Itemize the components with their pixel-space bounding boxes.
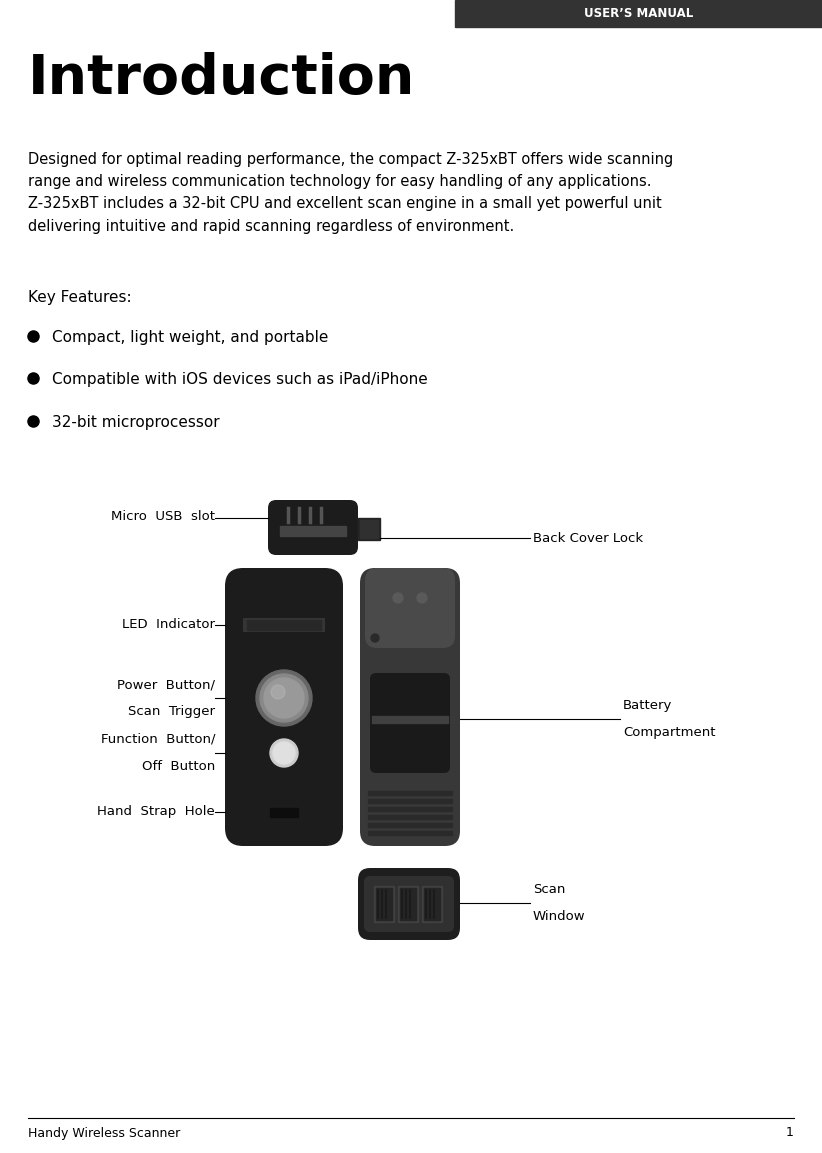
Bar <box>372 716 448 723</box>
Text: Scan: Scan <box>533 883 566 896</box>
Text: Scan  Trigger: Scan Trigger <box>128 704 215 718</box>
Text: Designed for optimal reading performance, the compact Z-325xBT offers wide scann: Designed for optimal reading performance… <box>28 152 673 234</box>
Bar <box>368 799 452 802</box>
Bar <box>368 831 452 835</box>
Circle shape <box>256 670 312 726</box>
Circle shape <box>270 739 298 767</box>
FancyBboxPatch shape <box>370 673 450 773</box>
Circle shape <box>417 593 427 603</box>
Text: Introduction: Introduction <box>28 52 415 106</box>
Text: Function  Button/: Function Button/ <box>100 733 215 746</box>
Circle shape <box>264 678 304 718</box>
Bar <box>398 886 418 922</box>
Text: LED  Indicator: LED Indicator <box>122 618 215 632</box>
Circle shape <box>393 593 403 603</box>
Bar <box>368 815 452 819</box>
Text: Handy Wireless Scanner: Handy Wireless Scanner <box>28 1126 180 1139</box>
Bar <box>358 518 380 540</box>
Circle shape <box>273 743 295 764</box>
Text: Window: Window <box>533 910 585 924</box>
FancyBboxPatch shape <box>268 500 358 555</box>
FancyBboxPatch shape <box>225 568 343 846</box>
Text: 1: 1 <box>786 1126 794 1139</box>
FancyBboxPatch shape <box>365 568 455 648</box>
Text: Compatible with iOS devices such as iPad/iPhone: Compatible with iOS devices such as iPad… <box>52 372 427 387</box>
Text: Compartment: Compartment <box>623 726 715 739</box>
Bar <box>280 526 346 536</box>
Circle shape <box>271 685 285 699</box>
Text: Hand  Strap  Hole: Hand Strap Hole <box>97 806 215 819</box>
Text: 32-bit microprocessor: 32-bit microprocessor <box>52 415 219 430</box>
FancyBboxPatch shape <box>364 876 454 932</box>
Bar <box>455 0 822 27</box>
Circle shape <box>260 675 308 722</box>
Bar <box>368 807 452 811</box>
Bar <box>424 888 440 920</box>
FancyBboxPatch shape <box>358 868 460 940</box>
Bar <box>368 823 452 827</box>
Text: Micro  USB  slot: Micro USB slot <box>111 511 215 523</box>
Bar <box>243 618 325 632</box>
Bar <box>376 888 392 920</box>
Text: Off  Button: Off Button <box>141 760 215 773</box>
Bar <box>360 520 378 538</box>
Text: USER’S MANUAL: USER’S MANUAL <box>584 7 693 20</box>
Text: Power  Button/: Power Button/ <box>117 678 215 691</box>
Text: Battery: Battery <box>623 699 672 713</box>
Text: Key Features:: Key Features: <box>28 291 132 306</box>
Bar <box>270 808 298 817</box>
FancyBboxPatch shape <box>360 568 460 846</box>
Bar <box>400 888 416 920</box>
Bar <box>247 620 321 630</box>
Bar <box>422 886 442 922</box>
Text: Compact, light weight, and portable: Compact, light weight, and portable <box>52 330 328 345</box>
Bar <box>374 886 394 922</box>
Text: Back Cover Lock: Back Cover Lock <box>533 532 643 544</box>
Bar <box>368 791 452 796</box>
Circle shape <box>371 634 379 642</box>
